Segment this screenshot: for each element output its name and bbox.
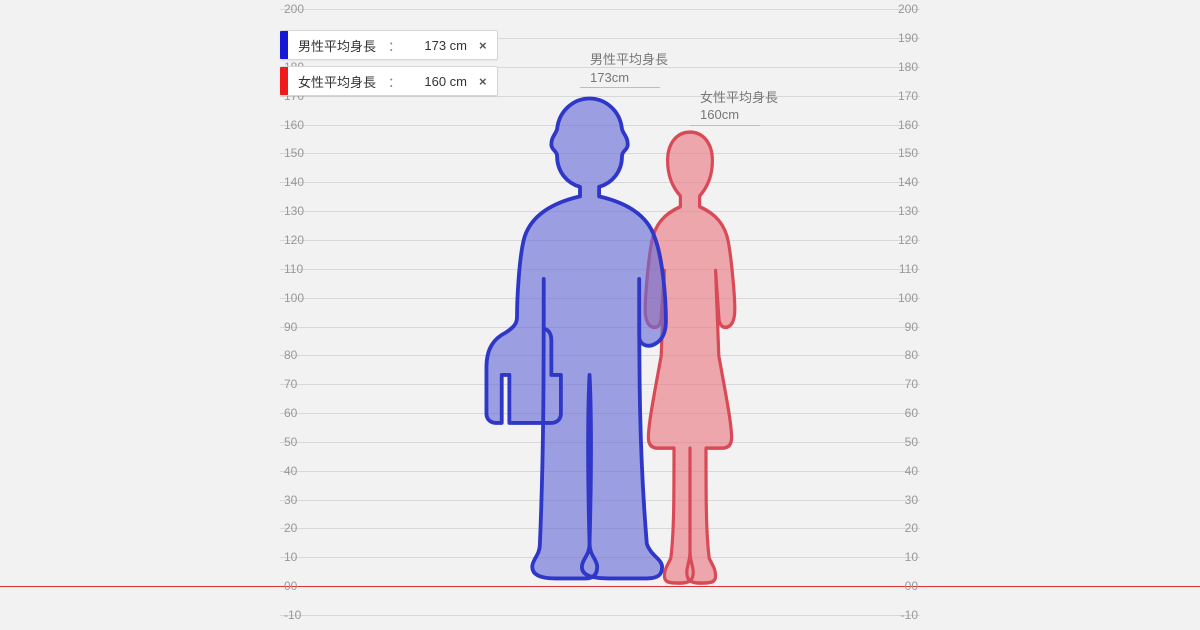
ytick-right: 10 (870, 550, 918, 564)
silhouette-male (475, 87, 685, 586)
ytick-left: 80 (284, 348, 332, 362)
callout-name: 男性平均身長 (590, 52, 668, 67)
ytick-right: 60 (870, 406, 918, 420)
ytick-right: 50 (870, 435, 918, 449)
ytick-right: 170 (870, 89, 918, 103)
legend-swatch-male (280, 31, 288, 59)
ytick-left: 150 (284, 146, 332, 160)
legend-row-male[interactable]: 男性平均身長 ： 173 cm × (280, 30, 498, 60)
ytick-left: 200 (284, 2, 332, 16)
legend-swatch-female (280, 67, 288, 95)
ytick-left: 10 (284, 550, 332, 564)
ytick-right: 140 (870, 175, 918, 189)
ytick-right: 70 (870, 377, 918, 391)
remove-female-icon[interactable]: × (477, 74, 489, 89)
ytick-right: 20 (870, 521, 918, 535)
legend-row-female[interactable]: 女性平均身長 ： 160 cm × (280, 66, 498, 96)
ytick-right: 80 (870, 348, 918, 362)
ytick-right: 190 (870, 31, 918, 45)
gridline (280, 615, 920, 616)
ytick-right: 100 (870, 291, 918, 305)
ytick-left: 70 (284, 377, 332, 391)
remove-male-icon[interactable]: × (477, 38, 489, 53)
ytick-right: 110 (870, 262, 918, 276)
ytick-left: 60 (284, 406, 332, 420)
callout-line-female (690, 125, 760, 126)
callout-male: 男性平均身長 173cm (590, 51, 668, 86)
ytick-right: 30 (870, 493, 918, 507)
callout-female: 女性平均身長160cm (700, 89, 778, 124)
legend-value-male: 173 cm (411, 38, 467, 53)
legend-separator: ： (388, 72, 401, 91)
ytick-left: 30 (284, 493, 332, 507)
callout-line-male (580, 87, 660, 88)
height-chart: -10 -10 00 00 10 10 20 20 30 30 40 40 50 50 60 60 70 70 80… (0, 0, 1200, 630)
ytick-right: 130 (870, 204, 918, 218)
ytick-left: 160 (284, 118, 332, 132)
legend-separator: ： (388, 36, 401, 55)
ytick-right: 150 (870, 146, 918, 160)
ytick-right: 40 (870, 464, 918, 478)
ytick-left: 130 (284, 204, 332, 218)
ytick-right: 200 (870, 2, 918, 16)
ytick-left: 110 (284, 262, 332, 276)
ytick-right: -10 (870, 608, 918, 622)
ytick-right: 180 (870, 60, 918, 74)
ytick-left: 50 (284, 435, 332, 449)
legend-value-female: 160 cm (411, 74, 467, 89)
ytick-right: 120 (870, 233, 918, 247)
callout-name: 女性平均身長 (700, 90, 778, 105)
baseline (0, 586, 1200, 587)
legend: 男性平均身長 ： 173 cm × 女性平均身長 ： 160 cm × (280, 30, 498, 96)
ytick-left: 120 (284, 233, 332, 247)
ytick-left: 40 (284, 464, 332, 478)
callout-value: 160cm (700, 106, 778, 124)
callout-value: 173cm (590, 69, 668, 87)
ytick-left: 140 (284, 175, 332, 189)
gridline (280, 9, 920, 10)
ytick-right: 90 (870, 320, 918, 334)
ytick-left: -10 (284, 608, 332, 622)
ytick-left: 100 (284, 291, 332, 305)
ytick-left: 90 (284, 320, 332, 334)
ytick-right: 160 (870, 118, 918, 132)
ytick-left: 20 (284, 521, 332, 535)
ytick-left: 00 (284, 579, 332, 593)
ytick-right: 00 (870, 579, 918, 593)
legend-name-female: 女性平均身長 (298, 72, 378, 91)
legend-name-male: 男性平均身長 (298, 36, 378, 55)
